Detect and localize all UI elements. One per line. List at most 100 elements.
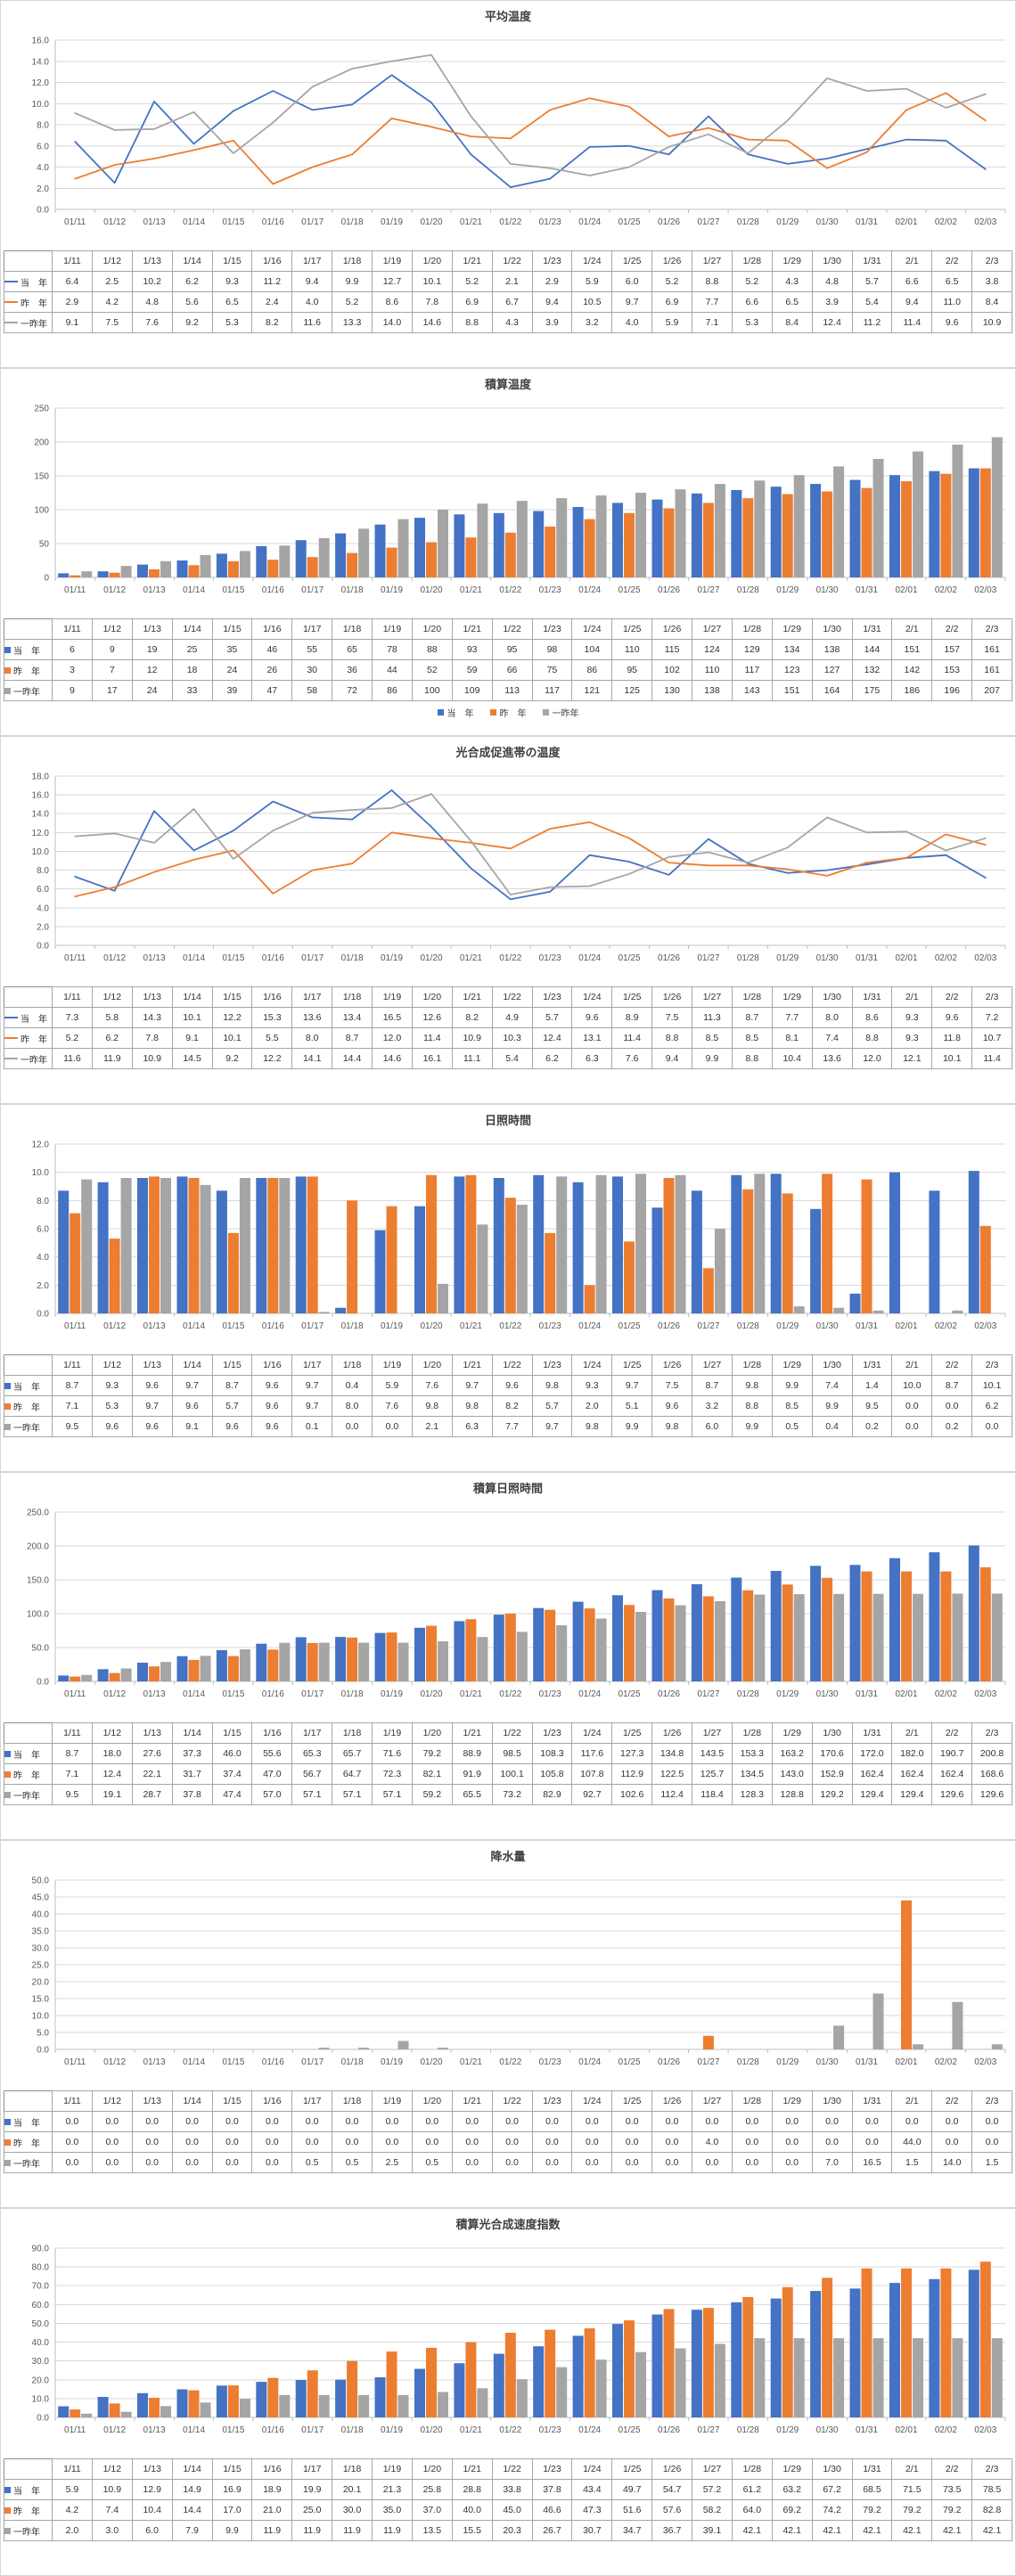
- table-value-cell: 11.2: [251, 271, 293, 292]
- bar-this_year: [572, 507, 584, 577]
- table-value-cell: 112.4: [651, 1784, 692, 1805]
- table-date-header: 1/14: [171, 1354, 213, 1376]
- table-value-cell: 8.5: [692, 1027, 733, 1049]
- table-value-cell: 164: [811, 680, 853, 701]
- table-value-cell: 37.3: [171, 1743, 213, 1764]
- x-axis-tick-label: 01/26: [658, 953, 680, 963]
- table-corner-cell: [4, 1722, 53, 1744]
- table-date-header: 1/23: [531, 2458, 573, 2480]
- bar-last_year: [307, 2370, 318, 2417]
- x-axis-tick-label: 01/14: [183, 1321, 205, 1331]
- x-axis-tick-label: 01/22: [499, 2057, 521, 2067]
- bar-last_year: [663, 2309, 675, 2417]
- table-row-last_year: 昨 年 2.9 4.2 4.8 5.6 6.5 2.4 4.0 5.2 8.6 7.8 6.9 6.7 9…: [4, 291, 1012, 313]
- table-value-cell: 0.0: [891, 2111, 933, 2132]
- bar-this_year: [810, 2291, 822, 2417]
- bar-last_year: [70, 1213, 81, 1313]
- bar-last_year: [267, 2377, 279, 2417]
- series-color-key-icon: [4, 281, 18, 282]
- x-axis-tick-label: 02/01: [895, 953, 917, 963]
- table-date-header: 1/12: [91, 1722, 133, 1744]
- table-value-cell: 8.7: [332, 1027, 373, 1049]
- bar-last_year: [742, 2296, 754, 2417]
- table-value-cell: 9.3: [211, 271, 253, 292]
- table-value-cell: 11.2: [851, 312, 893, 333]
- bar-two_years_ago: [477, 2388, 488, 2417]
- table-value-cell: 18.9: [251, 2479, 293, 2500]
- table-value-cell: 35: [211, 639, 253, 660]
- table-value-cell: 6.0: [611, 271, 653, 292]
- chart-title: 光合成促進帯の温度: [455, 746, 561, 759]
- x-axis-tick-label: 02/01: [895, 1321, 917, 1331]
- table-date-header: 1/15: [211, 1354, 253, 1376]
- table-value-cell: 7.5: [91, 312, 133, 333]
- table-value-cell: 9.2: [211, 1048, 253, 1069]
- table-value-cell: 10.1: [171, 1007, 213, 1028]
- series-label: 一昨年: [20, 1055, 47, 1066]
- series-color-key-icon: [4, 2159, 11, 2166]
- bar-this_year: [454, 514, 465, 577]
- table-value-cell: 9.6: [931, 312, 973, 333]
- table-date-header: 1/18: [332, 618, 373, 640]
- table-value-cell: 9.8: [531, 1375, 573, 1396]
- table-date-header: 1/22: [491, 1354, 533, 1376]
- table-value-cell: 59.2: [411, 1784, 453, 1805]
- table-date-header: 1/31: [851, 2458, 893, 2480]
- bar-two_years_ago: [438, 510, 448, 577]
- table-value-cell: 5.3: [211, 312, 253, 333]
- bar-last_year: [624, 1605, 635, 1681]
- table-value-cell: 6.3: [571, 1048, 613, 1069]
- table-value-cell: 5.6: [171, 291, 213, 313]
- table-value-cell: 3: [52, 659, 93, 681]
- table-value-cell: 88.9: [451, 1743, 493, 1764]
- y-axis-tick-label: 45.0: [32, 1893, 50, 1903]
- x-axis-tick-label: 01/20: [420, 1321, 442, 1331]
- table-value-cell: 2.9: [531, 271, 573, 292]
- chart-section-sunshine-hours: 日照時間 0.0 2.0 4.0 6.0 8.0 10.0 12.0 01/11 01/12 01…: [0, 1104, 1016, 1472]
- table-date-header: 1/19: [372, 986, 413, 1008]
- table-header-row: 1/11 1/12 1/13 1/14 1/15 1/16 1/17 1/18 1/19 1/20…: [4, 250, 1012, 272]
- table-value-cell: 11.6: [291, 312, 333, 333]
- table-value-cell: 6.2: [171, 271, 213, 292]
- table-value-cell: 0.0: [771, 2131, 813, 2153]
- table-date-header: 1/21: [451, 618, 493, 640]
- series-color-key-icon: [4, 322, 18, 323]
- bar-two_years_ago: [991, 2338, 1003, 2417]
- table-value-cell: 36: [332, 659, 373, 681]
- x-axis-tick-label: 02/01: [895, 585, 917, 595]
- x-axis-tick-label: 02/03: [974, 2425, 996, 2435]
- table-value-cell: 7.4: [811, 1027, 853, 1049]
- table-date-header: 1/25: [611, 986, 653, 1008]
- x-axis-tick-label: 02/01: [895, 217, 917, 227]
- bar-last_year: [70, 2409, 81, 2417]
- legend-color-icon: [542, 708, 549, 716]
- bar-last_year: [267, 1649, 279, 1681]
- x-axis-tick-label: 01/14: [183, 953, 205, 963]
- table-date-header: 1/17: [291, 618, 333, 640]
- table-value-cell: 127: [811, 659, 853, 681]
- table-date-header: 1/12: [91, 1354, 133, 1376]
- bar-two_years_ago: [913, 2338, 923, 2417]
- bar-this_year: [256, 1178, 267, 1313]
- table-value-cell: 11.3: [692, 1007, 733, 1028]
- x-axis-tick-label: 01/16: [262, 1321, 284, 1331]
- bar-this_year: [216, 1650, 227, 1681]
- x-axis-tick-label: 01/26: [658, 217, 680, 227]
- table-value-cell: 4.9: [491, 1007, 533, 1028]
- line-series-last_year: [74, 92, 987, 185]
- table-value-cell: 8.8: [451, 312, 493, 333]
- table-value-cell: 151: [771, 680, 813, 701]
- x-axis-tick-label: 01/23: [539, 1689, 561, 1699]
- bar-this_year: [810, 1566, 822, 1681]
- x-axis-tick-label: 01/23: [539, 585, 561, 595]
- bar-last_year: [426, 542, 437, 577]
- table-value-cell: 0.5: [291, 2152, 333, 2173]
- table-value-cell: 8.7: [52, 1375, 93, 1396]
- legend-color-icon: [437, 708, 444, 716]
- y-axis-tick-label: 30.0: [32, 1944, 50, 1954]
- y-axis-tick-label: 100: [34, 506, 49, 516]
- table-value-cell: 5.2: [731, 271, 773, 292]
- table-value-cell: 0.0: [372, 1416, 413, 1437]
- x-axis-tick-label: 01/22: [499, 2425, 521, 2435]
- x-axis-tick-label: 01/20: [420, 217, 442, 227]
